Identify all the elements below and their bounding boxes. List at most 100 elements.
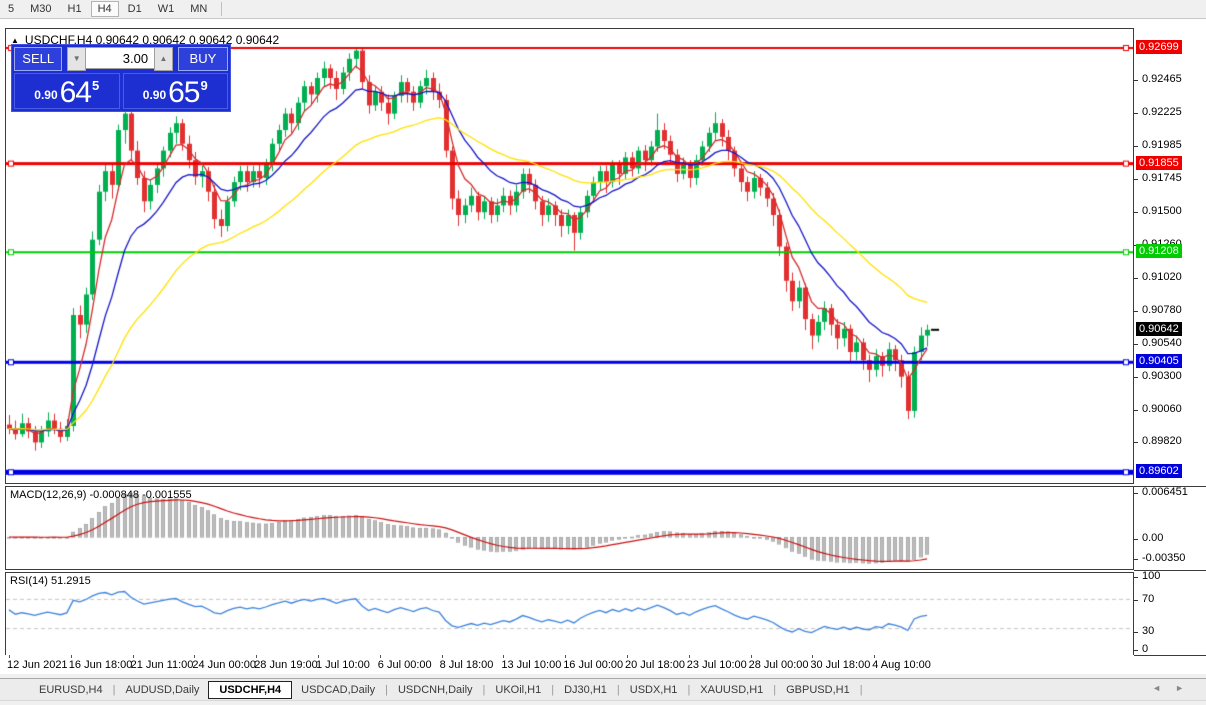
price-axis: 0.92465 0.92225 0.91985 0.91745 0.91500 0.912… [1134, 19, 1206, 674]
time-tick [812, 655, 814, 658]
time-tick [70, 655, 72, 658]
chart-tab-usdchf-h4[interactable]: USDCHF,H4 [208, 680, 293, 699]
price-badge-0-92699: 0.92699 [1136, 40, 1182, 54]
time-tick [750, 655, 752, 658]
price-gridline-label: 0.90300 [1142, 369, 1182, 382]
chart-tab-audusd-daily[interactable]: AUDUSD,Daily [125, 683, 200, 696]
rsi-scale-tick [1134, 632, 1138, 633]
tabs-scroll-left-icon[interactable]: ◄ [1152, 683, 1176, 693]
axis-separator [1134, 655, 1206, 656]
chart-tab-eurusd-h4[interactable]: EURUSD,H4 [39, 683, 103, 696]
chart-tab-xauusd-h1[interactable]: XAUUSD,H1 [700, 683, 764, 696]
time-label: 24 Jun 00:00 [192, 659, 257, 671]
collapse-panel-icon[interactable]: ▲ [11, 36, 19, 45]
rsi-scale-label: 70 [1142, 593, 1155, 605]
time-tick [379, 655, 381, 658]
sell-button[interactable]: SELL [14, 47, 63, 71]
price-tick [1134, 278, 1138, 280]
tab-separator: | [112, 683, 116, 696]
time-tick [874, 655, 876, 658]
price-chart-pane[interactable]: ▲ USDCHF,H4 0.90642 0.90642 0.90642 0.906… [5, 28, 1134, 484]
macd-indicator-pane[interactable]: MACD(12,26,9) -0.000848 -0.001555 [5, 486, 1134, 570]
tab-separator: | [616, 683, 620, 696]
sell-price-pip: 5 [92, 78, 100, 93]
price-badge-0-89602: 0.89602 [1136, 464, 1182, 479]
time-label: 20 Jul 18:00 [625, 659, 685, 671]
macd-scale-tick [1134, 493, 1138, 494]
volume-input[interactable] [86, 47, 155, 69]
rsi-indicator-pane[interactable]: RSI(14) 51.2915 [5, 572, 1134, 656]
time-label: 23 Jul 10:00 [686, 659, 747, 671]
chart-window: ▲ USDCHF,H4 0.90642 0.90642 0.90642 0.906… [0, 19, 1206, 674]
time-tick [688, 655, 690, 658]
price-tick [1134, 80, 1138, 82]
tabs-scroll-right-icon[interactable]: ► [1175, 683, 1198, 693]
time-label: 16 Jun 18:00 [68, 659, 133, 671]
macd-canvas[interactable] [6, 487, 1133, 569]
price-badge-0-91855: 0.91855 [1136, 155, 1182, 170]
macd-scale-label: -0.00350 [1142, 552, 1186, 564]
price-gridline-label: 0.89820 [1142, 435, 1182, 448]
rsi-canvas[interactable] [6, 573, 1133, 655]
axis-separator [1134, 486, 1206, 487]
price-badge-0-91208: 0.91208 [1136, 244, 1182, 259]
time-tick [565, 655, 567, 658]
time-tick [194, 655, 196, 658]
timeframe-button-h4[interactable]: H4 [90, 1, 119, 17]
price-badge-0-90642: 0.90642 [1136, 321, 1182, 336]
tab-separator: | [687, 683, 691, 696]
rsi-scale-label: 30 [1142, 625, 1155, 637]
timeframe-toolbar: 5 M30 H1 H4 D1 W1 MN [0, 0, 1206, 19]
price-tick [1134, 442, 1138, 444]
price-gridline-label: 0.90060 [1142, 402, 1182, 415]
time-label: 28 Jun 19:00 [254, 659, 318, 671]
timeframe-button-mn[interactable]: MN [190, 3, 208, 15]
time-label: 12 Jun 2021 [7, 659, 68, 671]
timeframe-button-m30[interactable]: M30 [30, 3, 52, 15]
chart-tab-usdx-h1[interactable]: USDX,H1 [629, 683, 678, 696]
macd-scale-tick [1134, 539, 1138, 540]
time-label: 30 Jul 18:00 [810, 659, 871, 671]
tab-separator: | [551, 683, 555, 696]
time-tick [9, 655, 10, 658]
chart-tab-usdcad-daily[interactable]: USDCAD,Daily [301, 683, 376, 696]
price-gridline-label: 0.91745 [1142, 171, 1182, 184]
chart-tab-gbpusd-h1[interactable]: GBPUSD,H1 [786, 683, 850, 696]
timeframe-button-d1[interactable]: D1 [127, 3, 142, 15]
axis-separator [1134, 570, 1206, 571]
time-tick [441, 655, 443, 658]
buy-price-digits: 65 [168, 76, 200, 109]
price-gridline-label: 0.91020 [1142, 271, 1182, 284]
timeframe-button-w1[interactable]: W1 [157, 3, 175, 15]
chart-tab-ukoil-h1[interactable]: UKOil,H1 [495, 683, 542, 696]
time-label: 1 Jul 10:00 [316, 659, 370, 671]
time-label: 6 Jul 00:00 [377, 659, 432, 671]
chart-ohlc-values: 0.90642 0.90642 0.90642 0.90642 [95, 33, 280, 47]
buy-price[interactable]: 0.90 65 9 [122, 73, 228, 109]
volume-increase-button[interactable]: ▲ [154, 47, 173, 71]
macd-scale-label: 0.006451 [1142, 486, 1188, 498]
sell-price[interactable]: 0.90 64 5 [14, 73, 120, 109]
status-strip [0, 700, 1206, 705]
timeframe-button-h1[interactable]: H1 [67, 3, 82, 15]
price-tick [1134, 145, 1138, 147]
macd-scale-tick [1134, 559, 1138, 560]
chart-tab-usdcnh-daily[interactable]: USDCNH,Daily [397, 683, 473, 696]
volume-decrease-button[interactable]: ▼ [67, 47, 87, 71]
time-tick [132, 655, 134, 658]
buy-button[interactable]: BUY [177, 47, 229, 71]
time-tick [627, 655, 628, 658]
price-badge-0-90405: 0.90405 [1136, 354, 1182, 369]
timeframe-button-5[interactable]: 5 [8, 3, 15, 15]
chart-tab-dj30-h1[interactable]: DJ30,H1 [564, 683, 607, 696]
price-gridline-label: 0.90780 [1142, 303, 1182, 316]
price-tick [1134, 343, 1138, 345]
chart-title: ▲ USDCHF,H4 0.90642 0.90642 0.90642 0.906… [11, 33, 279, 47]
time-label: 13 Jul 10:00 [501, 659, 562, 671]
sell-price-prefix: 0.90 [34, 88, 58, 102]
macd-scale-label: 0.00 [1142, 532, 1164, 544]
price-tick [1134, 409, 1138, 411]
tab-separator: | [773, 683, 777, 696]
